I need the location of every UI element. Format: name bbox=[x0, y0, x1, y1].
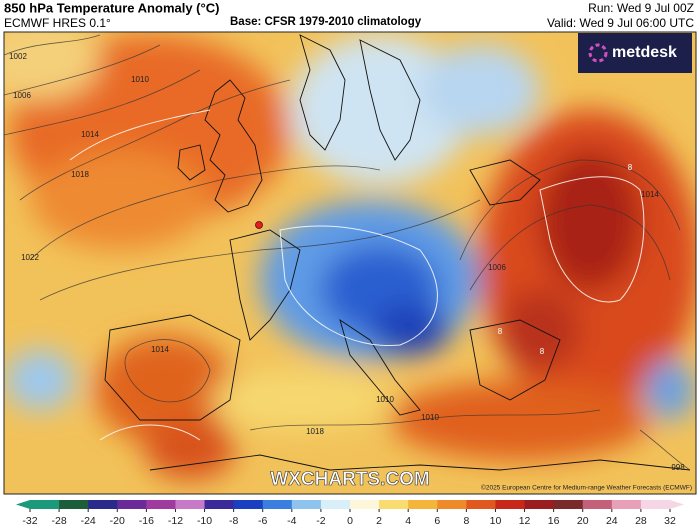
logo-box bbox=[578, 33, 692, 73]
colorbar-tick-label: -2 bbox=[316, 515, 325, 527]
colorbar-segment bbox=[59, 500, 89, 509]
colorbar-tick-label: -10 bbox=[197, 515, 212, 527]
model: ECMWF HRES 0.1° bbox=[4, 16, 111, 30]
colorbar-segment bbox=[408, 500, 438, 509]
colorbar-tick-label: 12 bbox=[519, 515, 531, 527]
anomaly-field bbox=[4, 32, 696, 480]
colorbar-segment bbox=[262, 500, 293, 509]
colorbar-segment bbox=[117, 500, 147, 509]
colorbar-tick-label: 24 bbox=[606, 515, 618, 527]
city-marker bbox=[255, 221, 263, 229]
colorbar-tick-label: 4 bbox=[405, 515, 411, 527]
valid: Valid: Wed 9 Jul 06:00 UTC bbox=[547, 16, 694, 30]
isobar-label: 1006 bbox=[13, 91, 31, 100]
map: 1002 1006 1010 1014 1018 1022 1014 1010 1006 1014… bbox=[4, 32, 696, 494]
colorbar: -32 -28 -24 -20 -16 -12 -10 -8 -6 -4 -2 0 2 4 6 8 10 12 16… bbox=[16, 500, 684, 527]
colorbar-segment bbox=[437, 500, 467, 509]
colorbar-segment bbox=[582, 500, 613, 509]
colorbar-tick-label: -6 bbox=[258, 515, 267, 527]
colorbar-segment bbox=[640, 500, 671, 509]
isobar-label: 1014 bbox=[151, 345, 169, 354]
colorbar-tick-label: 32 bbox=[664, 515, 676, 527]
colorbar-segment bbox=[320, 500, 351, 509]
colorbar-segment bbox=[30, 500, 60, 509]
colorbar-segment bbox=[466, 500, 496, 509]
map-frame bbox=[3, 31, 697, 495]
base: Base: CFSR 1979-2010 climatology bbox=[230, 16, 422, 28]
watermark: WXCHARTS.COM bbox=[270, 469, 429, 490]
isobar-label: 8 bbox=[628, 163, 633, 172]
copyright: ©2025 European Centre for Medium-range W… bbox=[481, 484, 692, 492]
isobars bbox=[4, 34, 691, 471]
isobar-labels: 1002 1006 1010 1014 1018 1022 1014 1010 1006 1014… bbox=[9, 52, 685, 472]
colorbar-tick-label: 16 bbox=[548, 515, 560, 527]
colorbar-segment bbox=[204, 500, 235, 509]
colorbar-tick-label: -8 bbox=[229, 515, 238, 527]
colorbar-segment bbox=[611, 500, 642, 509]
colorbar-segment bbox=[88, 500, 118, 509]
isobar-label: 1002 bbox=[9, 52, 27, 61]
run: Run: Wed 9 Jul 00Z bbox=[588, 1, 694, 15]
colorbar-tick-label: -4 bbox=[287, 515, 296, 527]
logo-icon bbox=[588, 43, 608, 63]
colorbar-tick-label: 2 bbox=[376, 515, 382, 527]
colorbar-tick-label: -20 bbox=[110, 515, 125, 527]
colorbar-arrow bbox=[16, 500, 30, 509]
colorbar-segment bbox=[553, 500, 584, 509]
colorbar-arrow bbox=[670, 500, 684, 509]
isobar-label: 1010 bbox=[376, 395, 394, 404]
colorbar-segment bbox=[175, 500, 206, 509]
isobar-label: 1018 bbox=[71, 170, 89, 179]
isobar-label: 1006 bbox=[488, 263, 506, 272]
colorbar-tick-label: 28 bbox=[635, 515, 647, 527]
isobar-label: 1010 bbox=[131, 75, 149, 84]
colorbar-segment bbox=[379, 500, 409, 509]
colorbar-tick-label: 10 bbox=[490, 515, 502, 527]
colorbar-tick-label: 8 bbox=[463, 515, 469, 527]
colorbar-tick-label: 20 bbox=[577, 515, 589, 527]
colorbar-segment bbox=[350, 500, 380, 509]
isobar-label: 1014 bbox=[81, 130, 99, 139]
colorbar-segment bbox=[291, 500, 322, 509]
colorbar-tick-label: -32 bbox=[22, 515, 37, 527]
colorbar-tick-label: 6 bbox=[434, 515, 440, 527]
isobar-label: 8 bbox=[540, 347, 545, 356]
title: 850 hPa Temperature Anomaly (°C) bbox=[4, 0, 219, 15]
logo: metdesk bbox=[612, 44, 677, 61]
isobar-label: 8 bbox=[498, 327, 503, 336]
colorbar-segment bbox=[524, 500, 555, 509]
colorbar-segment bbox=[233, 500, 264, 509]
colorbar-tick-label: 0 bbox=[347, 515, 353, 527]
isobar-label: 1010 bbox=[421, 413, 439, 422]
isobar-label: 1014 bbox=[641, 190, 659, 199]
colorbar-tick-label: -16 bbox=[139, 515, 154, 527]
colorbar-segment bbox=[495, 500, 526, 509]
isobar-label: 1018 bbox=[306, 427, 324, 436]
isobar-label: 1022 bbox=[21, 253, 39, 262]
coastlines bbox=[104, 34, 691, 471]
colorbar-tick-label: -24 bbox=[81, 515, 96, 527]
isobar-label: 998 bbox=[671, 463, 685, 472]
colorbar-tick-label: -28 bbox=[51, 515, 66, 527]
colorbar-tick-label: -12 bbox=[168, 515, 183, 527]
colorbar-segment bbox=[146, 500, 176, 509]
